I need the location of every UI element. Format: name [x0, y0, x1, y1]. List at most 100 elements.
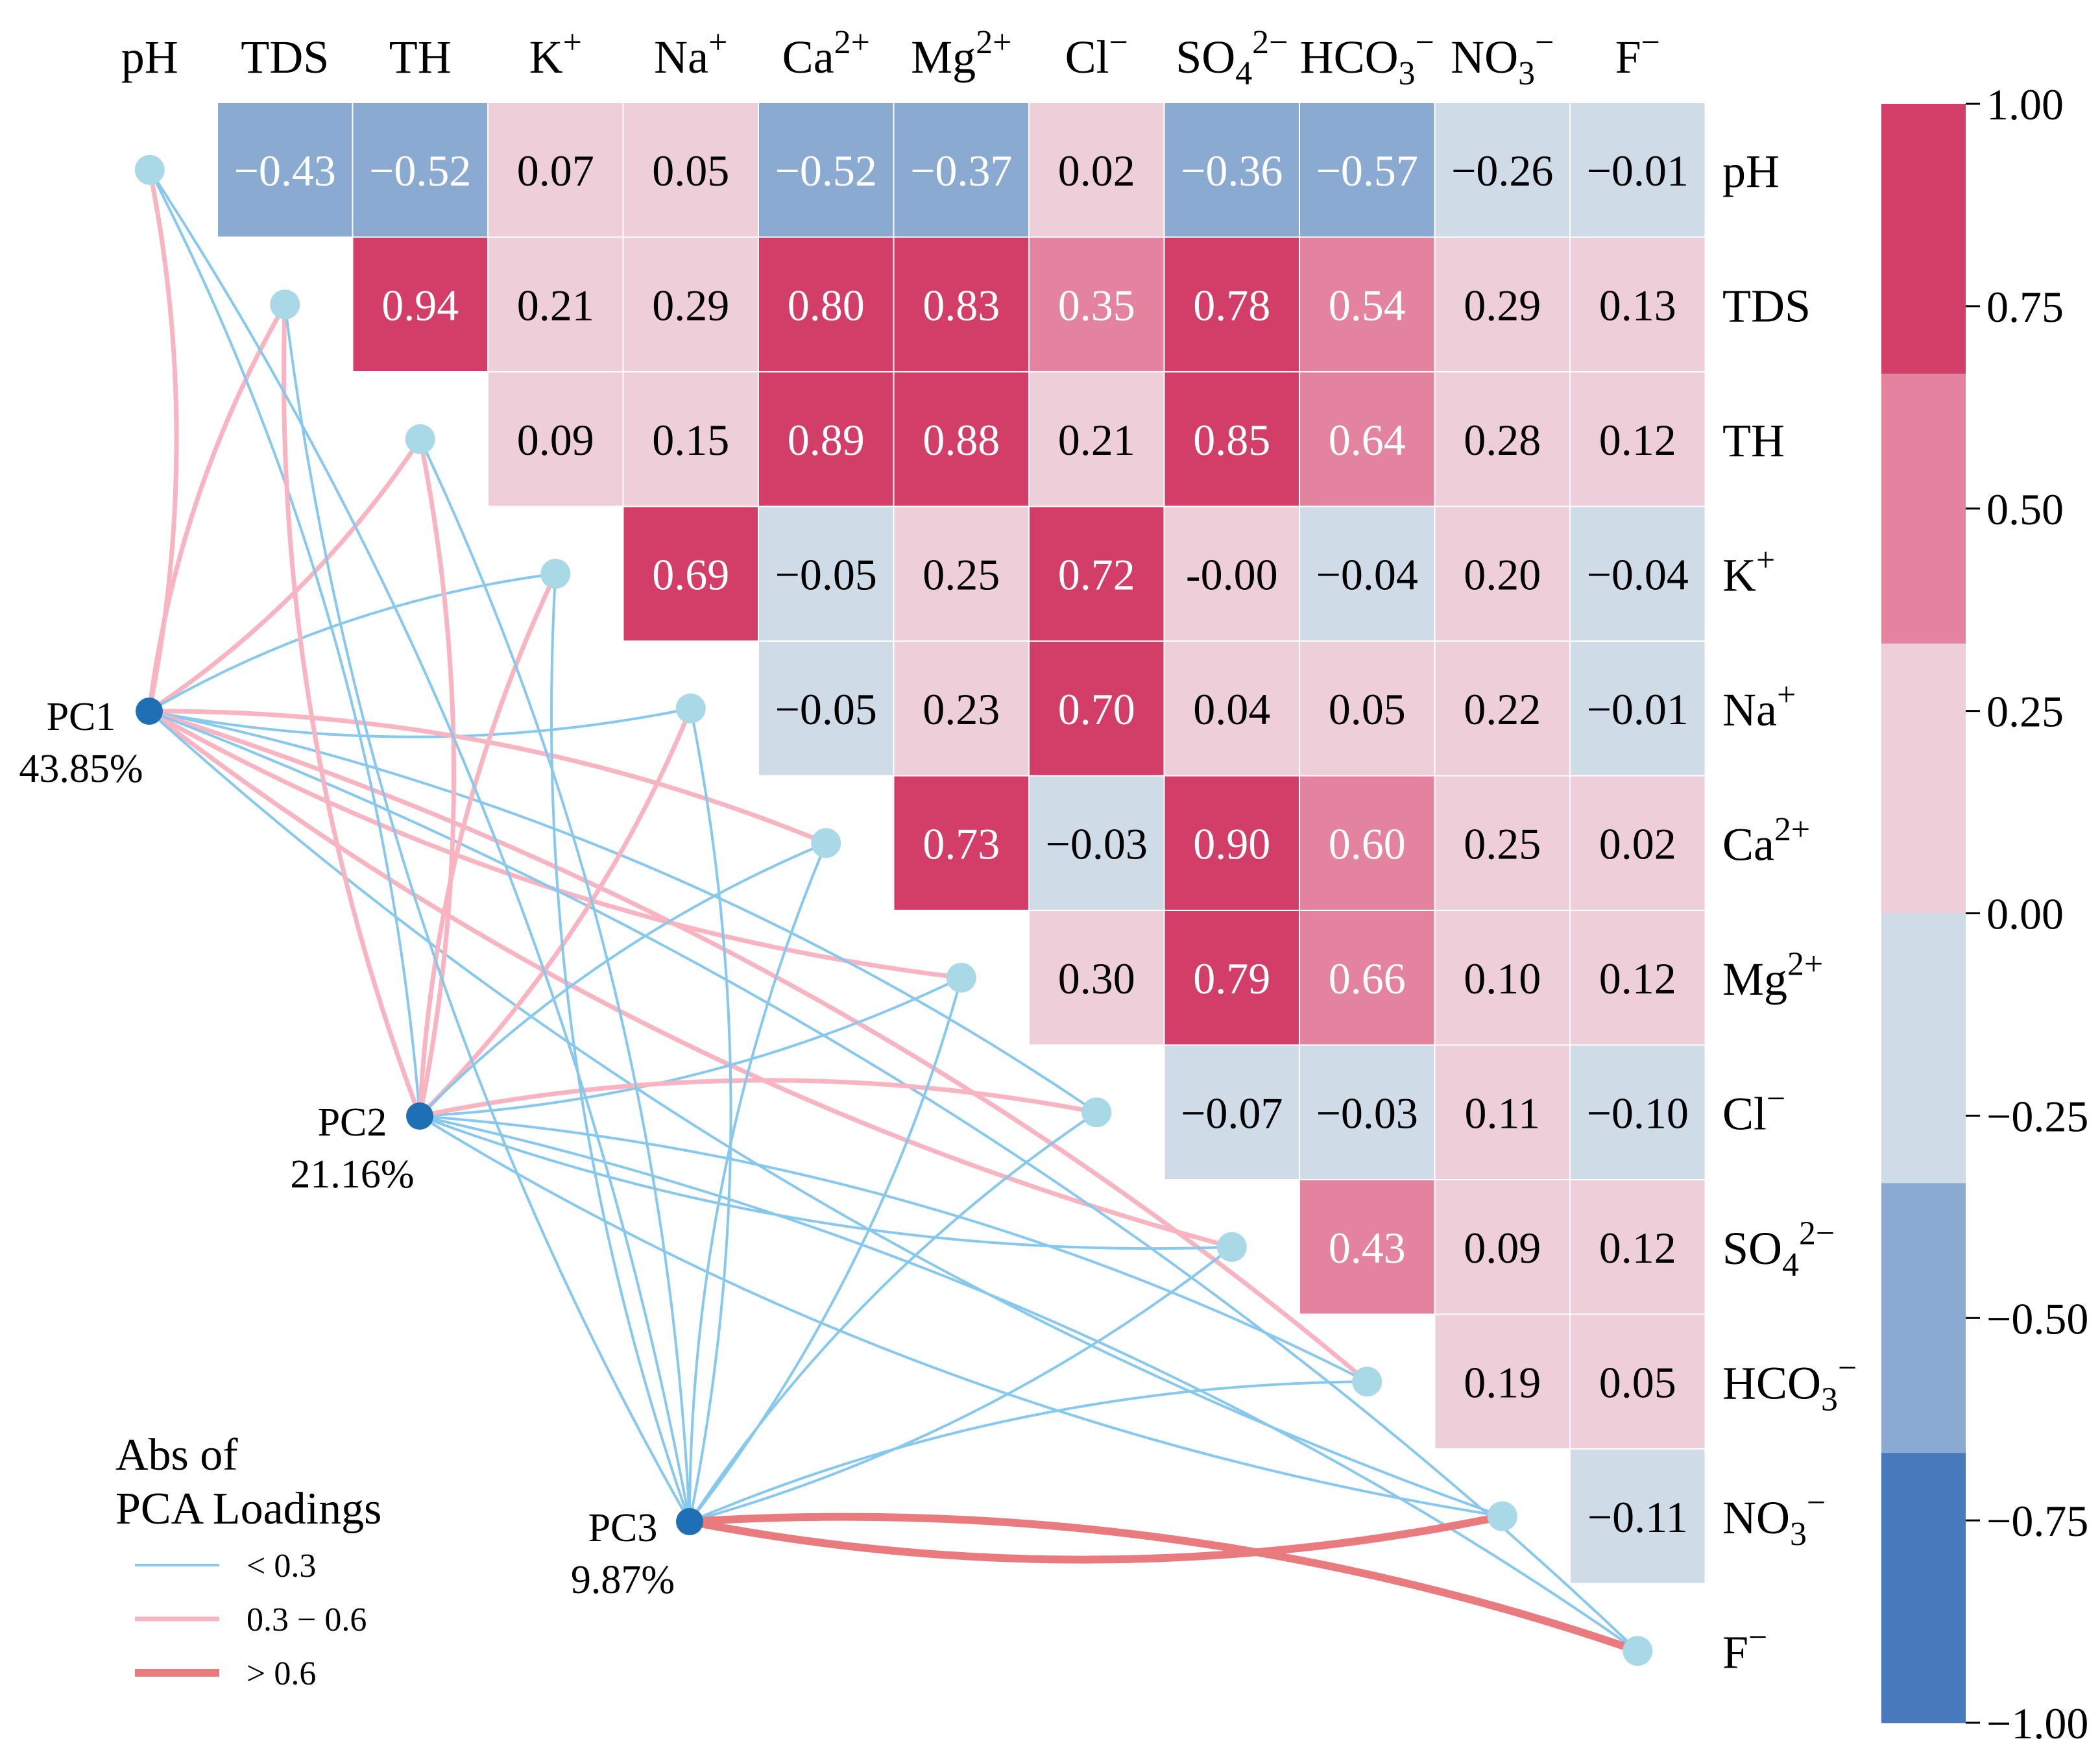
cell-naplus-mg2plus-value: 0.23 — [923, 685, 1000, 734]
colorbar-bin-3 — [1881, 913, 1966, 1184]
cell-th-clminus-value: 0.21 — [1058, 415, 1135, 465]
cell-mg2plus-fminus — [1569, 910, 1706, 1046]
cell-kplus-ca2plus — [758, 505, 895, 642]
loading-line-pc3-clminus — [688, 1111, 1098, 1523]
node-naplus — [675, 693, 706, 723]
loading-line-pc2-clminus — [417, 1078, 1099, 1119]
cell-th-ca2plus-value: 0.89 — [788, 415, 865, 465]
cell-th-ca2plus — [758, 371, 895, 507]
cell-naplus-mg2plus — [893, 640, 1030, 777]
cell-tds-clminus-value: 0.35 — [1058, 280, 1135, 330]
cell-mg2plus-so42minus-value: 0.79 — [1193, 954, 1270, 1003]
cell-ph-mg2plus — [893, 102, 1030, 238]
cell-naplus-fminus-value: −0.01 — [1587, 685, 1689, 734]
cell-mg2plus-so42minus — [1163, 910, 1300, 1046]
cell-ph-kplus-value: 0.07 — [517, 146, 594, 195]
cell-hco3minus-fminus-value: 0.05 — [1599, 1357, 1676, 1407]
cell-tds-hco3minus-value: 0.54 — [1329, 280, 1406, 330]
node-th — [405, 424, 435, 454]
cell-mg2plus-clminus — [1028, 910, 1165, 1046]
cell-naplus-hco3minus-value: 0.05 — [1329, 685, 1406, 734]
cell-ph-ca2plus — [758, 102, 895, 238]
cell-tds-th-value: 0.94 — [381, 280, 459, 330]
col-label-mg2plus: Mg2+ — [911, 24, 1011, 83]
cell-th-kplus — [487, 371, 624, 507]
row-label-hco3minus: HCO3− — [1722, 1350, 1857, 1418]
row-label-fminus: F− — [1722, 1619, 1767, 1678]
cell-ca2plus-so42minus — [1163, 775, 1300, 911]
node-so42minus — [1216, 1232, 1247, 1262]
row-label-so42minus: SO42− — [1722, 1215, 1835, 1283]
loading-line-pc2-so42minus — [418, 1115, 1233, 1250]
cell-so42minus-fminus-value: 0.12 — [1599, 1223, 1676, 1272]
cell-ph-naplus-value: 0.05 — [652, 146, 729, 195]
cell-naplus-so42minus — [1163, 640, 1300, 777]
cell-ca2plus-mg2plus-value: 0.73 — [923, 819, 1000, 868]
cell-th-kplus-value: 0.09 — [517, 415, 594, 465]
cell-mg2plus-fminus-value: 0.12 — [1599, 954, 1676, 1003]
pc-variance-pc1: 43.85% — [19, 747, 143, 791]
cell-clminus-so42minus-value: −0.07 — [1181, 1088, 1283, 1137]
cell-naplus-fminus — [1569, 640, 1706, 777]
cell-kplus-fminus — [1569, 505, 1706, 642]
loading-line-pc3-ph — [148, 168, 691, 1523]
cell-tds-th — [352, 236, 489, 372]
cell-tds-so42minus — [1163, 236, 1300, 372]
col-label-tds: TDS — [241, 31, 329, 83]
cell-kplus-so42minus-value: -0.00 — [1186, 550, 1278, 599]
col-label-th: TH — [389, 31, 452, 83]
loading-line-pc2-no3minus — [418, 1115, 1504, 1518]
legend-title-line2: PCA Loadings — [115, 1484, 381, 1534]
colorbar-tick-label-4: 0.00 — [1986, 890, 2064, 939]
column-labels: pH TDS TH K+ Na+ Ca2+ Mg2+ Cl− SO42− HCO3− NO3− F− — [121, 24, 1660, 92]
row-label-naplus: Na+ — [1722, 677, 1796, 736]
cell-naplus-so42minus-value: 0.04 — [1193, 685, 1270, 734]
legend-label-2: > 0.6 — [247, 1655, 316, 1692]
cell-tds-fminus — [1569, 236, 1706, 372]
cell-kplus-hco3minus — [1299, 505, 1436, 642]
pc-label-pc1: PC1 — [47, 695, 116, 739]
loading-line-pc3-mg2plus — [688, 976, 963, 1523]
cell-th-hco3minus-value: 0.64 — [1329, 415, 1406, 465]
cell-tds-no3minus — [1434, 236, 1571, 372]
cell-ph-tds-value: −0.43 — [234, 146, 336, 195]
loading-line-pc3-tds — [284, 303, 691, 1523]
loading-line-pc3-th — [418, 437, 691, 1523]
loading-line-pc3-naplus — [688, 707, 732, 1523]
row-label-th: TH — [1722, 415, 1785, 467]
loading-line-pc2-tds — [281, 302, 422, 1119]
node-pc3 — [676, 1508, 703, 1535]
cell-clminus-no3minus-value: 0.11 — [1465, 1088, 1540, 1137]
cell-ph-clminus-value: 0.02 — [1058, 146, 1135, 195]
cell-tds-naplus — [622, 236, 759, 372]
colorbar: 1.00 0.75 0.50 0.25 0.00 −0.25 −0.50 −0.75 −1.00 — [1881, 80, 2088, 1748]
col-label-ph: pH — [121, 31, 178, 83]
loading-line-pc3-hco3minus — [688, 1380, 1369, 1523]
loading-line-pc1-ca2plus — [147, 709, 828, 845]
cell-tds-ca2plus-value: 0.80 — [788, 280, 865, 330]
cell-tds-so42minus-value: 0.78 — [1193, 280, 1270, 330]
pc-label-pc3: PC3 — [588, 1506, 658, 1550]
loading-line-pc1-kplus — [148, 572, 557, 712]
cell-ph-no3minus-value: −0.26 — [1451, 146, 1553, 195]
cell-kplus-hco3minus-value: −0.04 — [1316, 550, 1418, 599]
cell-ca2plus-fminus — [1569, 775, 1706, 911]
row-label-kplus: K+ — [1722, 542, 1775, 601]
cell-clminus-so42minus — [1163, 1044, 1300, 1180]
legend-label-1: 0.3 − 0.6 — [247, 1601, 367, 1638]
node-ca2plus — [811, 828, 841, 858]
node-clminus — [1081, 1097, 1112, 1128]
cell-kplus-clminus — [1028, 505, 1165, 642]
colorbar-tick-label-1: 0.75 — [1986, 282, 2064, 332]
cell-kplus-no3minus-value: 0.20 — [1464, 550, 1541, 599]
cell-kplus-naplus — [622, 505, 759, 642]
cell-so42minus-fminus — [1569, 1179, 1706, 1315]
cell-ph-hco3minus-value: −0.57 — [1316, 146, 1418, 195]
node-pc1 — [136, 698, 163, 725]
loading-line-pc3-so42minus — [688, 1245, 1233, 1523]
loading-line-pc2-th — [417, 437, 457, 1119]
cell-ph-ca2plus-value: −0.52 — [775, 146, 877, 195]
cell-ph-fminus-value: −0.01 — [1587, 146, 1689, 195]
row-label-ph: pH — [1722, 145, 1780, 197]
